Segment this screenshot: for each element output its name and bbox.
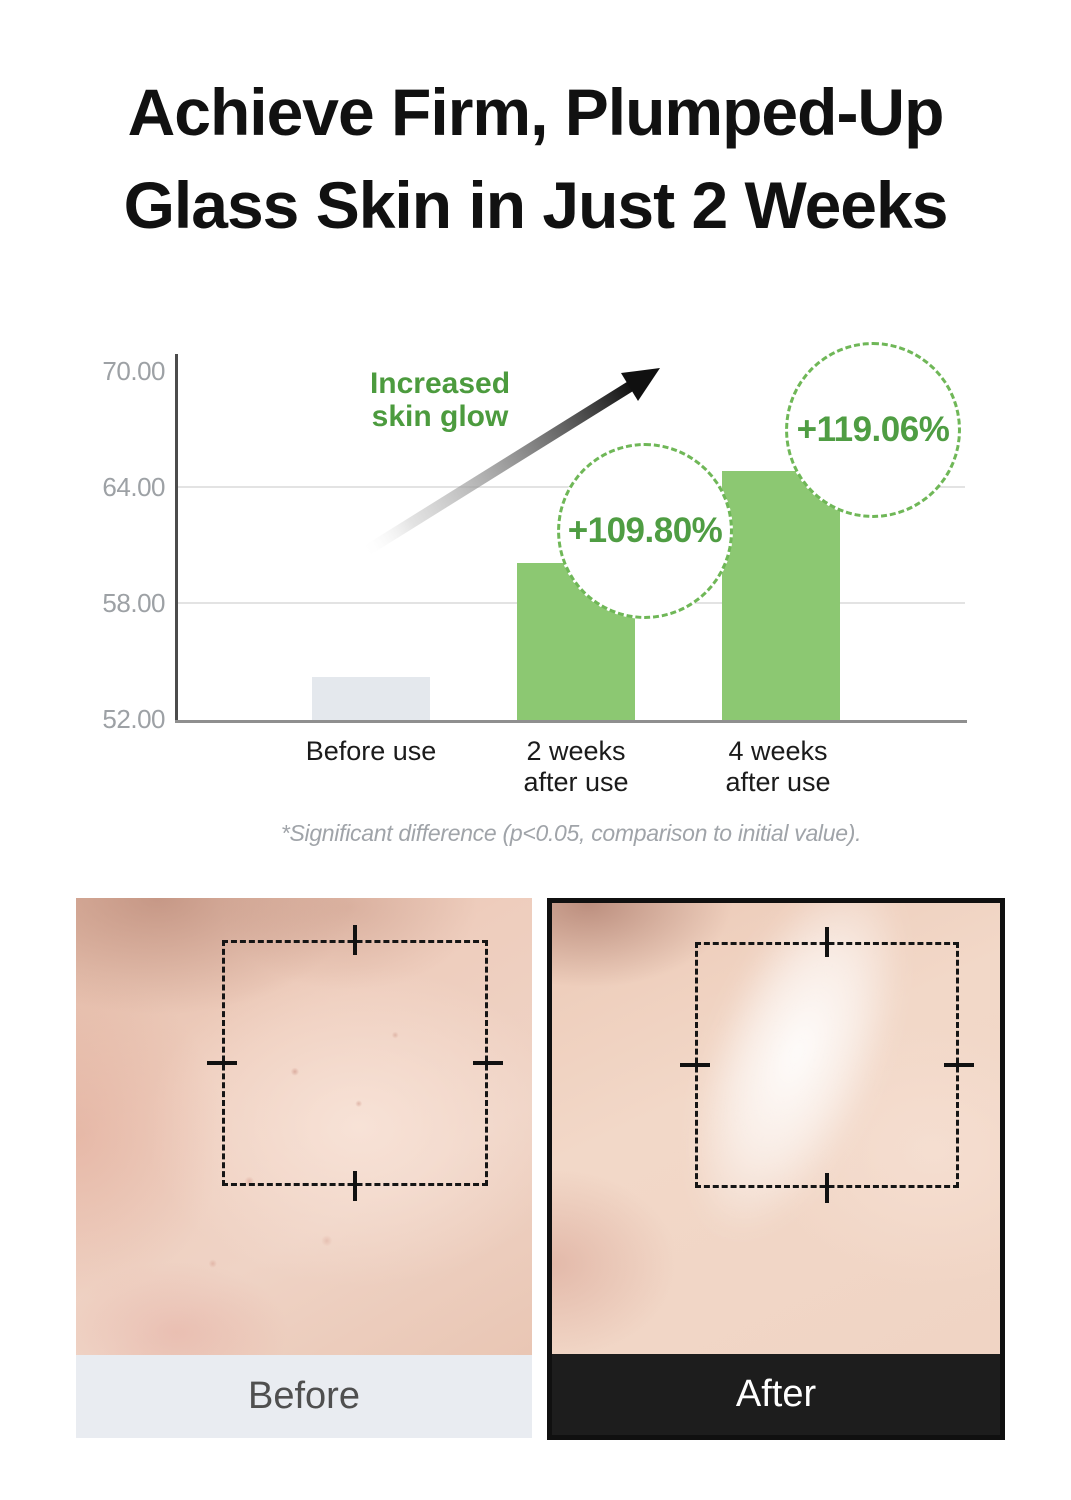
after-photo <box>552 903 1000 1354</box>
skin-glow-bar-chart: 70.00 64.00 58.00 52.00 Increased skin g… <box>0 342 1071 860</box>
chart-footnote: *Significant difference (p<0.05, compari… <box>280 820 862 846</box>
y-axis-tick-58: 58.00 <box>102 588 165 618</box>
x-axis-label-line: 4 weeks <box>728 736 828 766</box>
x-axis-label-line: Before use <box>305 736 437 766</box>
before-skin-texture <box>76 898 532 1355</box>
frame-tick-right <box>944 1063 974 1067</box>
page-title-line-2: Glass Skin in Just 2 Weeks <box>123 168 949 242</box>
frame-tick-top <box>825 927 829 957</box>
annotation-circle-2-weeks: +109.80% <box>557 443 733 619</box>
x-axis-label-line: after use <box>725 767 831 797</box>
trend-label-line-1: Increased <box>369 367 511 400</box>
bar-before-use <box>312 677 430 720</box>
annotation-circle-4-weeks: +119.06% <box>785 342 961 518</box>
trend-label-line-2: skin glow <box>371 400 509 433</box>
trend-label: Increased skin glow <box>345 367 535 433</box>
y-axis-tick-52: 52.00 <box>102 704 165 734</box>
before-caption: Before <box>76 1355 532 1438</box>
frame-tick-bottom <box>825 1173 829 1203</box>
frame-tick-top <box>353 925 357 955</box>
frame-tick-left <box>207 1061 237 1065</box>
x-axis-label-line: after use <box>523 767 629 797</box>
page-title: Achieve Firm, Plumped-Up Glass Skin in J… <box>0 66 1071 252</box>
annotation-2-weeks-value: +109.80% <box>567 511 723 550</box>
measurement-frame <box>207 925 503 1201</box>
x-axis-label-before-use: Before use <box>261 736 481 767</box>
x-axis-label-2-weeks: 2 weeks after use <box>466 736 686 798</box>
frame-tick-right <box>473 1061 503 1065</box>
y-axis-tick-70: 70.00 <box>102 356 165 386</box>
after-caption: After <box>552 1354 1000 1435</box>
before-panel: Before <box>76 898 532 1438</box>
before-photo <box>76 898 532 1355</box>
annotation-4-weeks-value: +119.06% <box>796 410 950 449</box>
page-title-line-1: Achieve Firm, Plumped-Up <box>127 75 945 149</box>
x-axis-line <box>175 720 967 723</box>
measurement-frame <box>680 927 974 1203</box>
frame-tick-bottom <box>353 1171 357 1201</box>
after-panel: After <box>547 898 1005 1440</box>
y-axis-tick-64: 64.00 <box>102 472 165 502</box>
frame-tick-left <box>680 1063 710 1067</box>
x-axis-label-4-weeks: 4 weeks after use <box>668 736 888 798</box>
x-axis-label-line: 2 weeks <box>526 736 626 766</box>
y-axis-line <box>175 354 178 723</box>
bar-4-weeks-after-use <box>722 471 840 720</box>
